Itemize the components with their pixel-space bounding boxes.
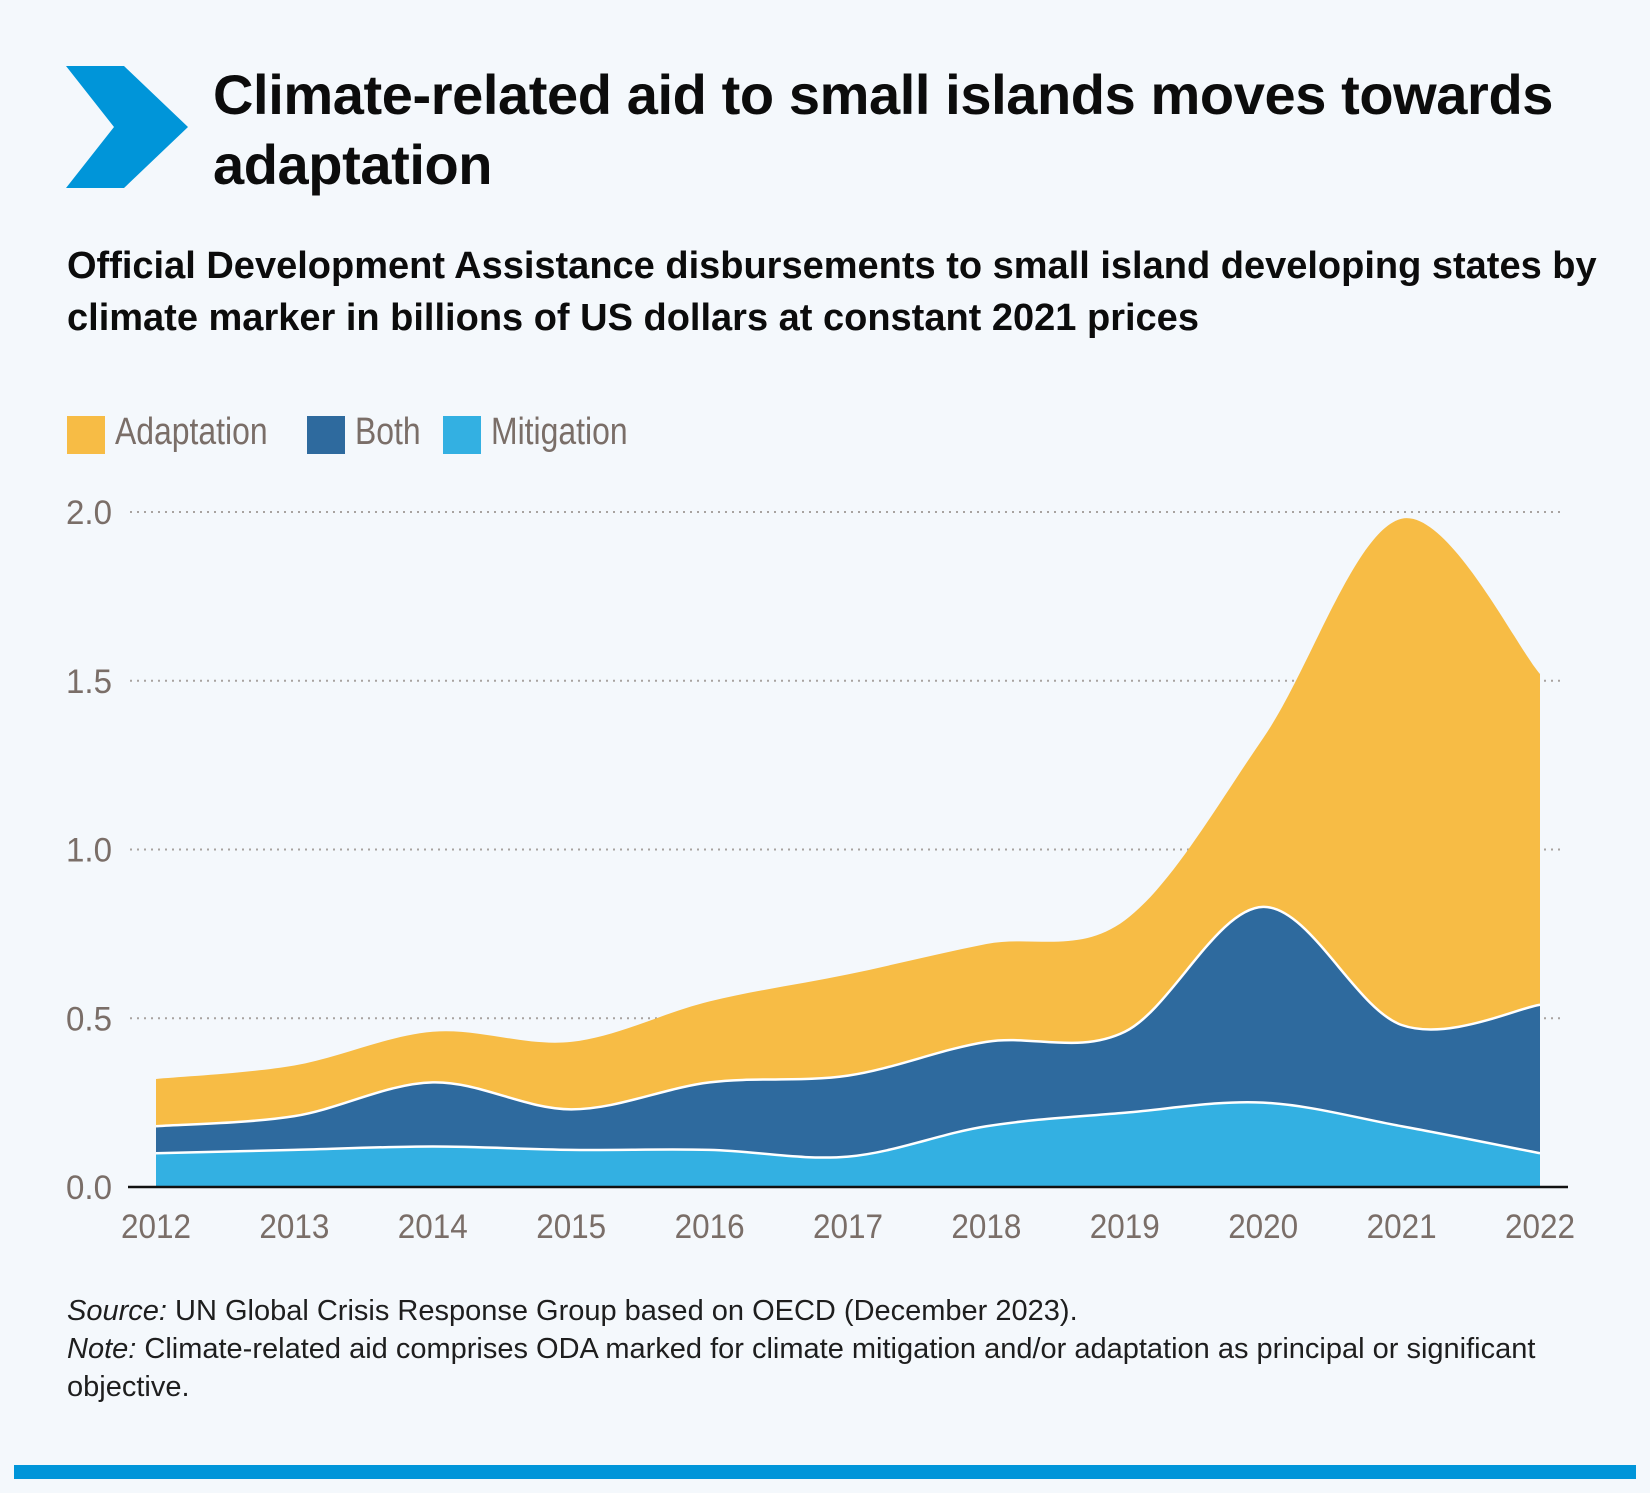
y-tick-label: 2.0 bbox=[66, 494, 112, 532]
note-text: Climate-related aid comprises ODA marked… bbox=[67, 1333, 1536, 1403]
chart-legend: Adaptation Both Mitigation bbox=[67, 408, 664, 456]
series-areas bbox=[155, 518, 1541, 1187]
legend-label-both: Both bbox=[354, 410, 421, 453]
boundary-mitigation bbox=[155, 1101, 1541, 1159]
x-tick-label: 2013 bbox=[259, 1208, 329, 1246]
stacked-area-chart: 0.0 0.5 1.0 1.5 2.0 2012 2013 2014 2015 2016 2017 2… bbox=[66, 494, 1575, 1246]
legend-label-mitigation: Mitigation bbox=[490, 410, 628, 453]
legend-swatch-adaptation bbox=[67, 416, 105, 454]
x-tick-label: 2019 bbox=[1090, 1208, 1160, 1246]
legend-swatch-both bbox=[306, 416, 345, 454]
footer-accent-bar bbox=[14, 1465, 1636, 1479]
y-tick-label: 0.0 bbox=[66, 1169, 112, 1207]
source-notes: Source: UN Global Crisis Response Group … bbox=[67, 1292, 1627, 1406]
source-label: Source: bbox=[67, 1295, 167, 1327]
legend-label-adaptation: Adaptation bbox=[115, 410, 268, 453]
legend-item-adaptation: Adaptation bbox=[67, 410, 279, 454]
area-mitigation bbox=[156, 1102, 1540, 1187]
source-line: Source: UN Global Crisis Response Group … bbox=[67, 1292, 1627, 1330]
y-tick-label: 1.5 bbox=[66, 663, 112, 701]
note-label: Note: bbox=[67, 1333, 137, 1365]
legend-item-both: Both bbox=[306, 410, 420, 454]
legend-item-mitigation: Mitigation bbox=[442, 410, 636, 454]
axes: 0.0 0.5 1.0 1.5 2.0 2012 2013 2014 2015 2016 2017 2… bbox=[66, 494, 1575, 1246]
y-tick-label: 1.0 bbox=[66, 832, 112, 870]
x-tick-label: 2017 bbox=[813, 1208, 883, 1246]
legend-swatch-mitigation bbox=[442, 416, 481, 454]
x-tick-label: 2014 bbox=[398, 1208, 468, 1246]
chart-subtitle: Official Development Assistance disburse… bbox=[67, 245, 1597, 339]
gridlines bbox=[130, 511, 1565, 1020]
x-tick-label: 2015 bbox=[536, 1208, 606, 1246]
x-tick-label: 2020 bbox=[1228, 1208, 1298, 1246]
source-text: UN Global Crisis Response Group based on… bbox=[166, 1295, 1078, 1327]
x-tick-label: 2022 bbox=[1505, 1208, 1575, 1246]
x-tick-label: 2018 bbox=[951, 1208, 1021, 1246]
note-line: Note: Climate-related aid comprises ODA … bbox=[67, 1330, 1627, 1406]
y-tick-label: 0.5 bbox=[66, 1000, 112, 1038]
x-tick-label: 2012 bbox=[121, 1208, 191, 1246]
x-tick-label: 2021 bbox=[1367, 1208, 1437, 1246]
chevron-right-icon bbox=[66, 66, 188, 188]
x-tick-label: 2016 bbox=[675, 1208, 745, 1246]
chart-title: Climate-related aid to small islands mov… bbox=[213, 63, 1553, 196]
boundary-both bbox=[155, 905, 1541, 1128]
